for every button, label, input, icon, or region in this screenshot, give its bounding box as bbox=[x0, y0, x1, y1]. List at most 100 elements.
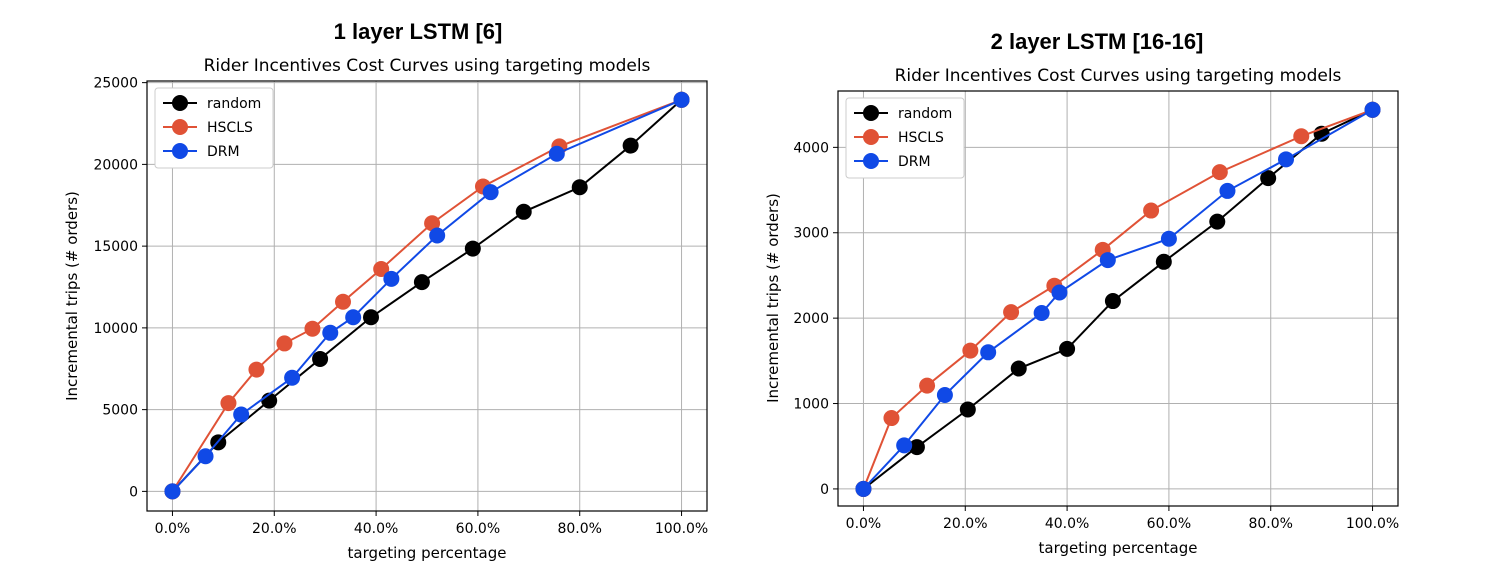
x-axis-label: targeting percentage bbox=[348, 544, 507, 562]
data-point-random bbox=[515, 203, 532, 220]
x-tick-label: 60.0% bbox=[456, 521, 500, 537]
data-point-hscls bbox=[248, 361, 265, 378]
data-point-hscls bbox=[335, 293, 351, 310]
axes-title: Rider Incentives Cost Curves using targe… bbox=[895, 66, 1342, 86]
data-point-hscls bbox=[883, 410, 900, 427]
data-point-drm bbox=[1099, 252, 1116, 269]
y-tick-label: 15000 bbox=[93, 239, 138, 255]
data-point-random bbox=[1104, 293, 1121, 310]
y-tick-label: 4000 bbox=[793, 140, 829, 156]
x-tick-label: 80.0% bbox=[557, 521, 601, 537]
data-point-drm bbox=[548, 145, 565, 162]
plot-area: 0.0% 20.0% 40.0% 60.0% 80.0% 100.0% 0 5000 10000… bbox=[93, 76, 708, 537]
data-point-drm bbox=[1219, 182, 1236, 199]
legend-marker-drm bbox=[172, 143, 188, 159]
data-point-hscls bbox=[1143, 202, 1160, 219]
data-point-random bbox=[363, 309, 379, 326]
y-tick-label: 20000 bbox=[93, 157, 138, 173]
data-point-random bbox=[959, 401, 976, 418]
data-point-hscls bbox=[1003, 304, 1020, 321]
legend-label-hscls: HSCLS bbox=[207, 120, 253, 136]
chart-1layer-lstm: 1 layer LSTM [6] Rider Incentives Cost C… bbox=[63, 19, 708, 562]
data-point-hscls bbox=[304, 320, 321, 337]
data-point-random bbox=[1010, 360, 1027, 377]
x-tick-label: 0.0% bbox=[846, 516, 882, 532]
axes-frame bbox=[146, 80, 708, 512]
data-point-hscls bbox=[220, 395, 237, 412]
data-point-drm bbox=[673, 91, 690, 108]
legend-marker-hscls bbox=[863, 129, 879, 145]
chart-2layer-lstm: 2 layer LSTM [16-16] Rider Incentives Co… bbox=[764, 29, 1399, 557]
data-point-drm bbox=[345, 309, 362, 326]
x-tick-label: 20.0% bbox=[943, 516, 987, 532]
axes-title: Rider Incentives Cost Curves using targe… bbox=[204, 56, 651, 76]
data-point-random bbox=[908, 439, 925, 456]
data-point-hscls bbox=[1211, 164, 1228, 181]
data-point-drm bbox=[429, 227, 446, 244]
y-tick-label: 10000 bbox=[93, 321, 138, 337]
legend-label-random: random bbox=[898, 106, 952, 122]
data-point-random bbox=[1155, 253, 1172, 270]
y-tick-label: 2000 bbox=[793, 311, 829, 327]
data-point-random bbox=[1059, 340, 1076, 357]
x-axis-label: targeting percentage bbox=[1039, 539, 1198, 557]
data-point-hscls bbox=[276, 335, 293, 352]
data-point-drm bbox=[1051, 284, 1068, 301]
data-point-random bbox=[571, 179, 588, 196]
x-tick-label: 40.0% bbox=[354, 521, 398, 537]
data-point-drm bbox=[197, 448, 214, 465]
data-point-random bbox=[622, 137, 639, 154]
data-point-hscls bbox=[373, 261, 390, 278]
y-tick-label: 0 bbox=[129, 484, 138, 500]
data-point-drm bbox=[1364, 101, 1381, 118]
x-tick-label: 100.0% bbox=[655, 521, 708, 537]
data-point-drm bbox=[1278, 151, 1294, 168]
legend-label-hscls: HSCLS bbox=[898, 130, 944, 146]
legend-marker-hscls bbox=[172, 119, 188, 135]
data-point-drm bbox=[383, 270, 400, 287]
legend-label-drm: DRM bbox=[898, 154, 931, 170]
legend-marker-random bbox=[863, 105, 879, 121]
data-point-drm bbox=[164, 483, 181, 500]
data-point-drm bbox=[322, 324, 339, 341]
y-tick-label: 0 bbox=[820, 482, 829, 498]
y-tick-label: 5000 bbox=[102, 403, 138, 419]
x-tick-label: 60.0% bbox=[1147, 516, 1191, 532]
data-point-drm bbox=[482, 184, 499, 201]
suptitle: 1 layer LSTM [6] bbox=[334, 19, 503, 44]
legend-label-drm: DRM bbox=[207, 144, 240, 160]
data-point-random bbox=[1260, 170, 1277, 187]
data-point-random bbox=[1209, 213, 1226, 230]
x-tick-label: 20.0% bbox=[252, 521, 296, 537]
data-point-drm bbox=[855, 480, 872, 497]
data-point-drm bbox=[936, 386, 953, 403]
legend: random HSCLS DRM bbox=[845, 97, 965, 179]
axes-frame bbox=[837, 90, 1399, 507]
data-point-drm bbox=[1033, 305, 1050, 322]
data-point-drm bbox=[284, 369, 301, 386]
plot-area: 0.0% 20.0% 40.0% 60.0% 80.0% 100.0% 0 1000 2000 3… bbox=[793, 90, 1399, 532]
data-point-hscls bbox=[424, 215, 441, 232]
legend-marker-random bbox=[172, 95, 188, 111]
data-point-random bbox=[312, 350, 329, 367]
data-point-hscls bbox=[962, 342, 979, 359]
data-point-random bbox=[464, 240, 481, 257]
x-tick-label: 40.0% bbox=[1045, 516, 1089, 532]
x-tick-label: 80.0% bbox=[1248, 516, 1292, 532]
y-tick-label: 1000 bbox=[793, 397, 829, 413]
data-point-hscls bbox=[919, 377, 936, 394]
suptitle: 2 layer LSTM [16-16] bbox=[991, 29, 1204, 54]
legend-marker-drm bbox=[863, 153, 879, 169]
data-point-drm bbox=[896, 437, 913, 454]
x-tick-label: 100.0% bbox=[1346, 516, 1399, 532]
data-point-random bbox=[413, 274, 430, 291]
legend-label-random: random bbox=[207, 96, 261, 112]
data-point-drm bbox=[233, 406, 250, 423]
y-tick-label: 25000 bbox=[93, 76, 138, 92]
y-tick-label: 3000 bbox=[793, 226, 829, 242]
y-axis-label: Incremental trips (# orders) bbox=[63, 191, 81, 401]
data-point-hscls bbox=[1293, 128, 1310, 145]
data-point-drm bbox=[980, 344, 997, 361]
legend: random HSCLS DRM bbox=[154, 87, 274, 169]
